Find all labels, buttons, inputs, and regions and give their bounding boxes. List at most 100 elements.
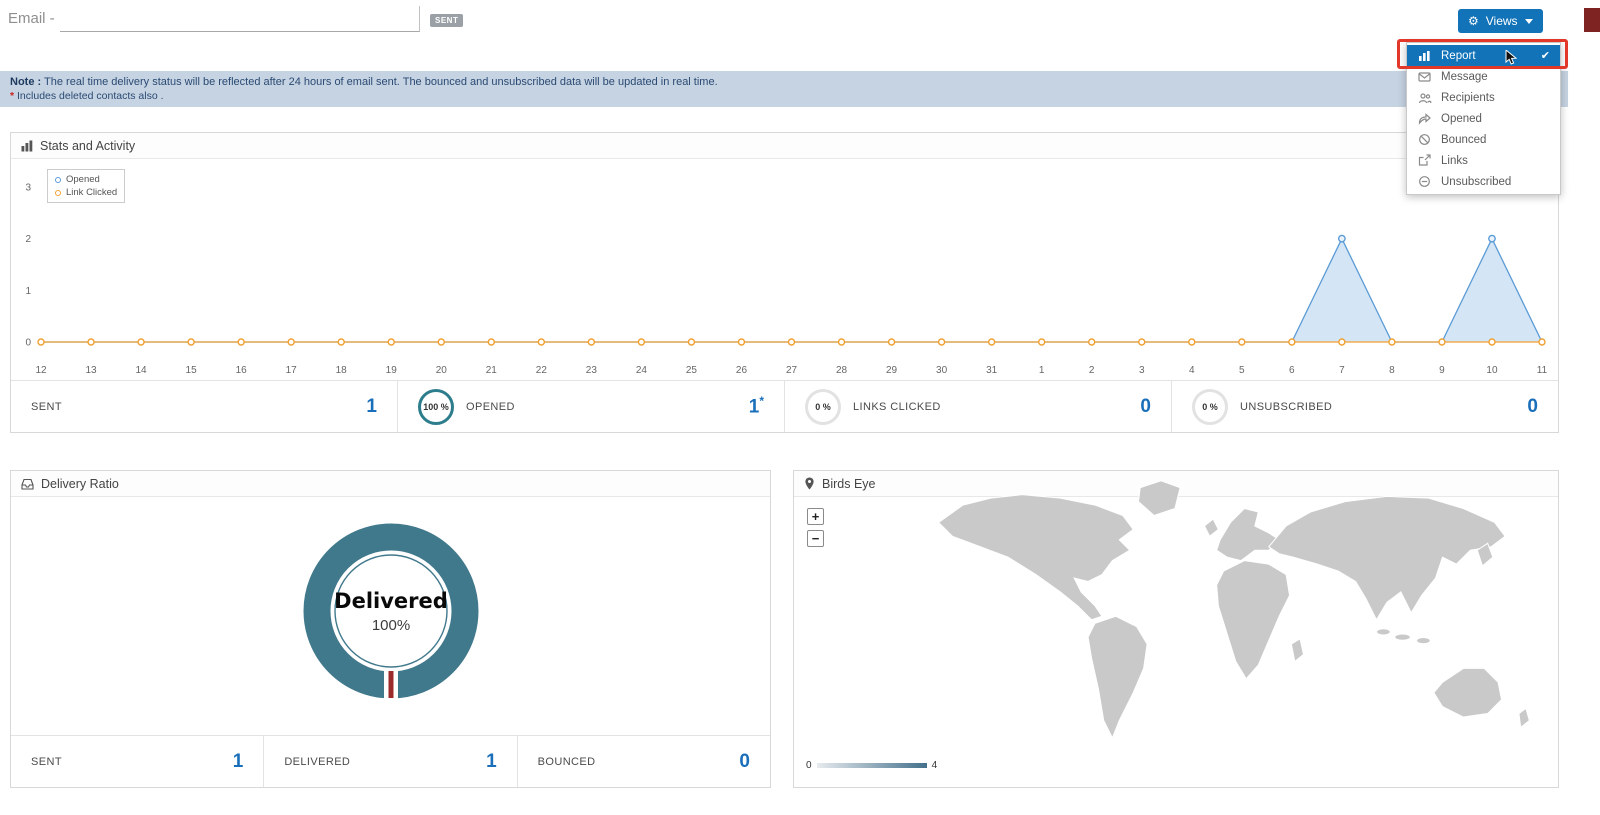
svg-text:1: 1	[25, 286, 31, 297]
svg-text:3: 3	[1139, 365, 1145, 376]
menu-item-unsubscribed[interactable]: Unsubscribed	[1407, 171, 1560, 192]
svg-text:6: 6	[1289, 365, 1295, 376]
links-percent-circle: 0 %	[805, 388, 841, 425]
delivery-donut-chart: Delivered 100%	[291, 511, 491, 711]
sent-value: 1	[366, 395, 377, 417]
menu-item-bounced[interactable]: Bounced	[1407, 129, 1560, 150]
gears-icon: ⚙	[1468, 14, 1479, 28]
menu-item-message[interactable]: Message	[1407, 66, 1560, 87]
stats-chart: Opened Link Clicked 0 1 2 3 12 13 14 15 16 17 18 19…	[11, 159, 1558, 381]
svg-text:24: 24	[636, 365, 648, 376]
note-text: The real time delivery status will be re…	[44, 76, 718, 88]
legend-link-clicked-label: Link Clicked	[66, 187, 118, 198]
zoom-out-button[interactable]: −	[807, 530, 824, 547]
bounced-icon	[1417, 133, 1432, 146]
svg-text:13: 13	[85, 365, 97, 376]
map-zoom-controls: + −	[807, 508, 824, 547]
stats-panel-title: Stats and Activity	[40, 138, 136, 153]
bar-chart-icon	[21, 140, 33, 151]
note-bar: Note : The real time delivery status wil…	[0, 71, 1568, 107]
stats-activity-panel: Stats and Activity Opened Link Clicked 0…	[10, 132, 1559, 433]
delivery-delivered: DELIVERED 1	[263, 736, 516, 787]
email-input[interactable]	[60, 6, 420, 32]
menu-item-report[interactable]: Report ✔	[1407, 45, 1560, 66]
summary-sent: SENT 1	[11, 381, 397, 432]
map-madagascar	[1290, 638, 1305, 663]
map-greenland	[1137, 480, 1181, 517]
delivery-bounced: BOUNCED 0	[516, 736, 770, 787]
svg-text:9: 9	[1439, 365, 1445, 376]
map-africa	[1216, 560, 1291, 680]
links-clicked-label: LINKS CLICKED	[853, 400, 941, 413]
birds-eye-title: Birds Eye	[822, 476, 876, 491]
svg-text:31: 31	[986, 365, 998, 376]
menu-item-recipients[interactable]: Recipients	[1407, 87, 1560, 108]
opened-icon	[1417, 112, 1432, 125]
location-pin-icon	[805, 477, 814, 490]
map-australia	[1433, 667, 1503, 718]
svg-text:12: 12	[35, 365, 47, 376]
donut-ring	[303, 523, 479, 700]
svg-text:10: 10	[1486, 365, 1498, 376]
menu-item-links[interactable]: Links	[1407, 150, 1560, 171]
sent-status-badge: SENT	[430, 14, 464, 27]
inbox-icon	[21, 478, 34, 490]
delivered-count-value: 1	[486, 750, 497, 772]
unsubscribed-icon	[1417, 175, 1432, 188]
svg-text:1: 1	[1039, 365, 1045, 376]
map-new-zealand	[1518, 707, 1530, 729]
svg-text:30: 30	[936, 365, 948, 376]
birds-eye-panel: Birds Eye + −	[793, 470, 1559, 788]
svg-text:27: 27	[786, 365, 798, 376]
map-south-america	[1087, 615, 1148, 740]
unsubscribed-label: UNSUBSCRIBED	[1240, 400, 1333, 413]
summary-unsubscribed: 0 % UNSUBSCRIBED 0	[1171, 381, 1558, 432]
svg-text:5: 5	[1239, 365, 1245, 376]
svg-text:26: 26	[736, 365, 748, 376]
zoom-in-button[interactable]: +	[807, 508, 824, 525]
bounced-count-value: 0	[739, 750, 750, 772]
map-legend: 0 4	[806, 760, 937, 771]
world-map[interactable]	[914, 479, 1554, 757]
note-label: Note :	[10, 76, 42, 88]
legend-max: 4	[931, 760, 938, 771]
cropped-edge-element	[1584, 8, 1600, 32]
recipients-icon	[1417, 92, 1432, 104]
stats-summary-row: SENT 1 100 % OPENED 1* 0 % LINKS CLICKED…	[11, 380, 1558, 432]
svg-text:14: 14	[136, 365, 148, 376]
menu-item-label: Report	[1441, 49, 1476, 62]
views-menu: Report ✔ Message Recipients Opened Bou	[1406, 42, 1561, 195]
menu-item-label: Bounced	[1441, 133, 1487, 146]
summary-opened: 100 % OPENED 1*	[397, 381, 784, 432]
delivered-label: Delivered	[334, 588, 448, 613]
menu-item-label: Message	[1441, 70, 1488, 83]
unsubscribed-value: 0	[1527, 395, 1538, 417]
svg-text:19: 19	[386, 365, 398, 376]
svg-text:4: 4	[1189, 365, 1195, 376]
chart-legend: Opened Link Clicked	[47, 169, 126, 203]
bounced-count-label: BOUNCED	[537, 755, 596, 768]
menu-item-opened[interactable]: Opened	[1407, 108, 1560, 129]
svg-text:0: 0	[25, 338, 31, 349]
opened-label: OPENED	[466, 400, 515, 413]
delivery-panel-header: Delivery Ratio	[11, 471, 770, 497]
menu-item-label: Opened	[1441, 112, 1482, 125]
sent-label: SENT	[31, 400, 62, 413]
bounced-slice-marker	[388, 671, 394, 698]
donut-center-label: Delivered 100%	[291, 511, 491, 711]
map-europe	[1216, 507, 1280, 562]
svg-text:29: 29	[886, 365, 898, 376]
delivery-panel-title: Delivery Ratio	[41, 476, 119, 491]
svg-text:18: 18	[336, 365, 348, 376]
legend-min: 0	[806, 760, 812, 771]
views-dropdown-button[interactable]: ⚙ Views	[1458, 9, 1543, 33]
svg-text:28: 28	[836, 365, 848, 376]
svg-text:25: 25	[686, 365, 698, 376]
note-subtext: Includes deleted contacts also .	[17, 90, 164, 102]
svg-text:2: 2	[25, 234, 31, 245]
email-label: Email -	[8, 10, 55, 27]
map-indonesia	[1415, 636, 1431, 645]
asterisk: *	[10, 90, 15, 102]
svg-text:17: 17	[286, 365, 298, 376]
